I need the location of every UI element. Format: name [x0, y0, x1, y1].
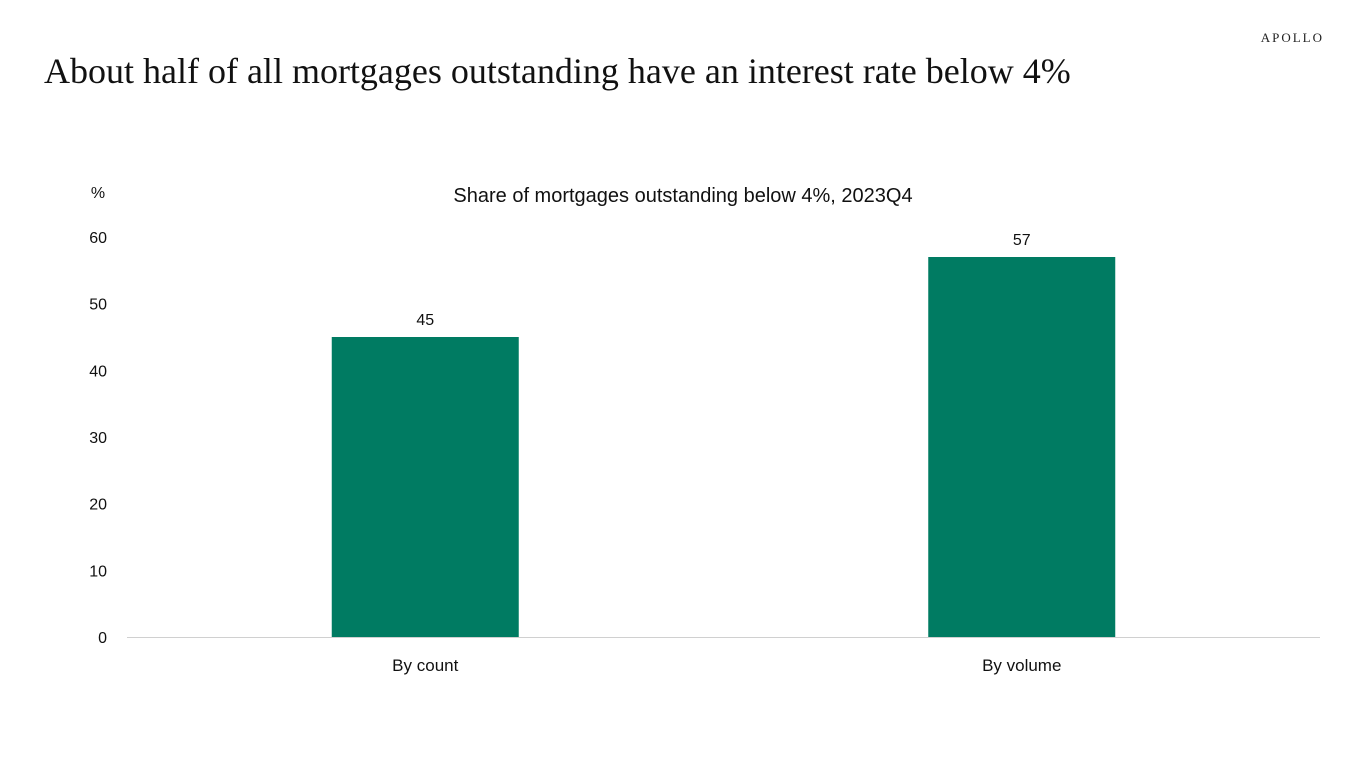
y-tick-label: 60 [89, 230, 107, 247]
y-tick-label: 40 [89, 363, 107, 380]
chart-title: Share of mortgages outstanding below 4%,… [453, 185, 912, 207]
x-tick-label: By count [392, 656, 458, 675]
page-title: About half of all mortgages outstanding … [44, 51, 1071, 91]
bar-by-volume [928, 257, 1116, 637]
brand-logo: APOLLO [1260, 30, 1324, 45]
y-tick-label: 30 [89, 430, 107, 447]
y-tick-label: 10 [89, 563, 107, 580]
bars: 45 57 [331, 232, 1116, 637]
x-axis-ticks: By count By volume [392, 656, 1061, 675]
bar-value-label: 45 [416, 312, 434, 329]
x-tick-label: By volume [982, 656, 1061, 675]
y-tick-label: 20 [89, 497, 107, 514]
bar-by-count [331, 337, 519, 637]
bar-value-label: 57 [1013, 232, 1031, 249]
y-axis-unit-label: % [91, 185, 105, 202]
y-axis-ticks: 0 10 20 30 40 50 60 [89, 230, 107, 647]
y-tick-label: 0 [98, 630, 107, 647]
y-tick-label: 50 [89, 297, 107, 314]
